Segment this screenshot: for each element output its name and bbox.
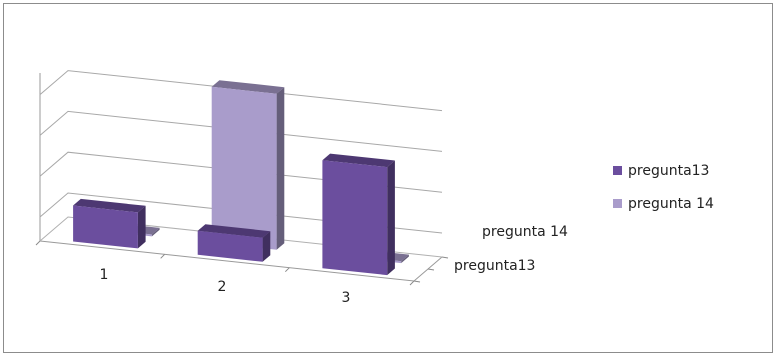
legend: pregunta13 pregunta 14 — [613, 163, 714, 212]
bars — [73, 80, 409, 276]
bar-side — [137, 205, 146, 249]
depth-tick-mark — [413, 280, 421, 283]
bar-front — [211, 86, 277, 250]
x-tick-label: 2 — [218, 279, 227, 295]
bar-side — [151, 227, 160, 237]
chart-floor — [35, 216, 449, 286]
legend-swatch-pregunta13 — [613, 166, 622, 175]
bar-top — [197, 224, 271, 238]
gridlines — [39, 70, 443, 234]
legend-label: pregunta13 — [628, 163, 709, 179]
x-tick-label: 1 — [100, 267, 109, 283]
bar — [73, 198, 146, 249]
depth-tick-mark — [441, 256, 449, 259]
bar-side — [401, 254, 409, 264]
bar-side — [387, 160, 395, 276]
depth-tick-label: pregunta 14 — [482, 224, 568, 240]
bar-side — [262, 231, 271, 262]
depth-tick-mark — [427, 268, 435, 271]
bar-top — [73, 198, 146, 213]
bar-side — [276, 87, 285, 250]
x-tick-mark — [35, 240, 41, 246]
x-tick-label: 3 — [342, 290, 351, 306]
bar-top — [211, 80, 285, 94]
legend-swatch-pregunta-14 — [613, 199, 622, 208]
bar — [197, 224, 271, 262]
bar — [211, 80, 285, 250]
x-tick-labels: 1 2 3 — [100, 267, 351, 306]
x-tick-mark — [160, 253, 166, 259]
gridline — [39, 110, 443, 152]
depth-tick-label: pregunta13 — [454, 258, 535, 274]
x-tick-mark — [284, 267, 290, 273]
bar-front — [73, 205, 138, 249]
bar — [322, 153, 395, 276]
gridline — [39, 192, 443, 234]
floor-back-edge — [39, 216, 443, 258]
x-tick-mark — [409, 280, 415, 286]
bar-front — [197, 230, 263, 262]
gridline — [39, 151, 443, 193]
depth-tick-labels: pregunta 14 pregunta13 — [454, 224, 568, 274]
bar-front — [322, 160, 388, 276]
legend-label: pregunta 14 — [628, 196, 714, 212]
gridline — [39, 70, 443, 112]
bar-top — [322, 153, 395, 168]
